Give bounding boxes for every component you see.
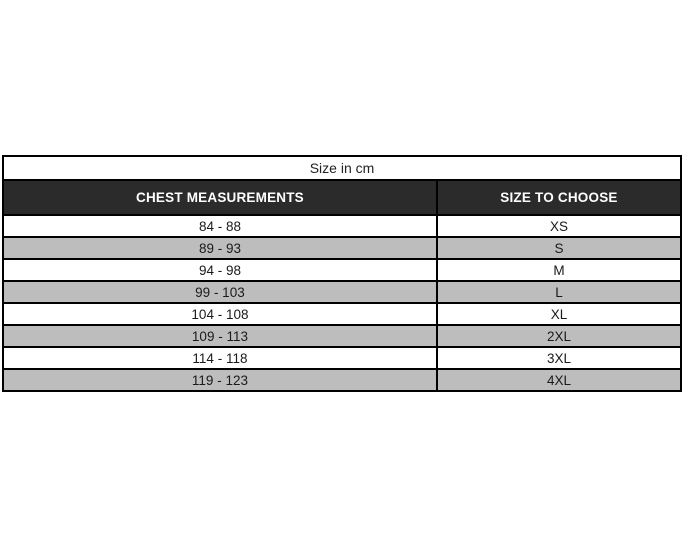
table-row: 114 - 118 3XL <box>2 346 683 370</box>
chest-range-value: 99 - 103 <box>2 280 438 304</box>
size-value: XS <box>435 214 683 238</box>
caption-row: Size in cm <box>2 155 682 181</box>
column-header-size-to-choose: SIZE TO CHOOSE <box>435 179 683 216</box>
table-row: 104 - 108 XL <box>2 302 683 326</box>
table-row: 119 - 123 4XL <box>2 368 683 392</box>
table-row: 89 - 93 S <box>2 236 683 260</box>
chest-range-value: 104 - 108 <box>2 302 438 326</box>
header-row: CHEST MEASUREMENTS SIZE TO CHOOSE <box>2 179 683 216</box>
table-row: 99 - 103 L <box>2 280 683 304</box>
chest-range-value: 89 - 93 <box>2 236 438 260</box>
chest-range-value: 114 - 118 <box>2 346 438 370</box>
chest-range-value: 94 - 98 <box>2 258 438 282</box>
size-chart-table: Size in cm CHEST MEASUREMENTS SIZE TO CH… <box>2 155 683 392</box>
size-value: S <box>435 236 683 260</box>
size-value: 4XL <box>435 368 683 392</box>
table-row: 94 - 98 M <box>2 258 683 282</box>
table-row: 84 - 88 XS <box>2 214 683 238</box>
table-caption: Size in cm <box>2 155 682 181</box>
column-header-chest-measurements: CHEST MEASUREMENTS <box>2 179 438 216</box>
size-value: L <box>435 280 683 304</box>
chest-range-value: 119 - 123 <box>2 368 438 392</box>
table-row: 109 - 113 2XL <box>2 324 683 348</box>
size-value: M <box>435 258 683 282</box>
chest-range-value: 109 - 113 <box>2 324 438 348</box>
chest-range-value: 84 - 88 <box>2 214 438 238</box>
size-value: 2XL <box>435 324 683 348</box>
size-value: XL <box>435 302 683 326</box>
size-value: 3XL <box>435 346 683 370</box>
